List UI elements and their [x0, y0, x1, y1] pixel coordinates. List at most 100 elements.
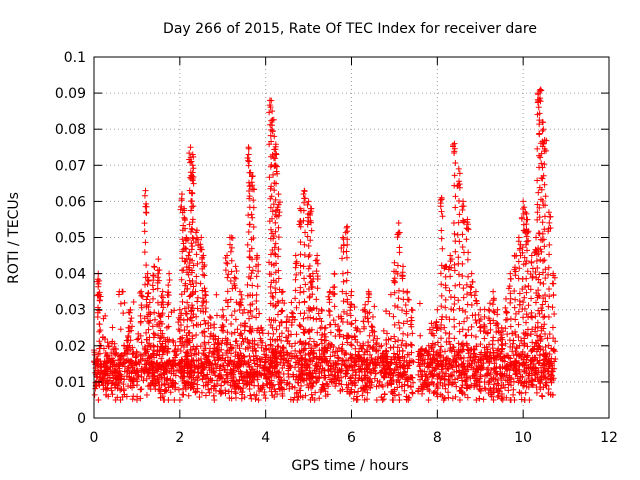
data-point: [274, 368, 281, 375]
data-point: [510, 337, 517, 344]
data-point: [441, 324, 448, 331]
data-point: [441, 348, 448, 355]
data-point: [223, 259, 230, 266]
data-point: [498, 395, 505, 402]
data-point: [141, 192, 148, 199]
data-point: [161, 369, 168, 376]
data-point: [400, 330, 407, 337]
data-point: [545, 314, 552, 321]
data-point: [438, 374, 445, 381]
data-point: [142, 187, 149, 194]
data-point: [330, 317, 337, 324]
data-point: [165, 384, 172, 391]
data-point: [292, 340, 299, 347]
data-point: [438, 281, 445, 288]
data-point: [329, 349, 336, 356]
data-point: [244, 377, 251, 384]
data-point: [494, 394, 501, 401]
data-point: [112, 345, 119, 352]
data-point: [223, 372, 230, 379]
data-point: [433, 371, 440, 378]
data-point: [136, 289, 143, 296]
data-point: [390, 344, 397, 351]
data-point: [143, 209, 150, 216]
data-point: [165, 396, 172, 403]
data-point: [322, 388, 329, 395]
data-point: [331, 283, 338, 290]
data-point: [116, 357, 123, 364]
data-point: [116, 373, 123, 380]
data-point: [503, 310, 510, 317]
data-point: [343, 248, 350, 255]
data-point: [451, 301, 458, 308]
data-point: [151, 264, 158, 271]
y-axis-label: ROTI / TECUs: [6, 192, 22, 284]
data-point: [228, 395, 235, 402]
data-point: [316, 375, 323, 382]
data-point: [146, 355, 153, 362]
data-point: [499, 345, 506, 352]
data-point: [154, 274, 161, 281]
data-point: [144, 281, 151, 288]
data-point: [267, 283, 274, 290]
data-point: [437, 379, 444, 386]
data-point: [434, 306, 441, 313]
data-point: [296, 322, 303, 329]
data-point: [218, 346, 225, 353]
data-point: [96, 328, 103, 335]
data-point: [223, 340, 230, 347]
data-point: [437, 352, 444, 359]
data-point: [109, 391, 116, 398]
data-point: [178, 195, 185, 202]
data-point: [346, 391, 353, 398]
data-point: [391, 302, 398, 309]
data-point: [512, 328, 519, 335]
data-point: [511, 304, 518, 311]
data-point: [490, 385, 497, 392]
data-point: [261, 389, 268, 396]
data-point: [250, 376, 257, 383]
data-point: [212, 360, 219, 367]
data-point: [142, 357, 149, 364]
data-point: [442, 329, 449, 336]
data-point: [434, 385, 441, 392]
data-point: [460, 285, 467, 292]
data-point: [313, 257, 320, 264]
data-point: [199, 364, 206, 371]
data-point: [539, 237, 546, 244]
data-point: [463, 332, 470, 339]
data-point: [451, 294, 458, 301]
data-point: [290, 373, 297, 380]
data-point: [179, 298, 186, 305]
data-point: [93, 383, 100, 390]
data-point: [161, 380, 168, 387]
data-point: [387, 335, 394, 342]
data-point: [194, 385, 201, 392]
data-point: [115, 291, 122, 298]
data-point: [189, 383, 196, 390]
data-point: [167, 389, 174, 396]
data-point: [484, 371, 491, 378]
data-point: [259, 384, 266, 391]
data-point: [146, 340, 153, 347]
data-point: [464, 291, 471, 298]
data-point: [545, 386, 552, 393]
data-point: [504, 316, 511, 323]
data-point: [332, 383, 339, 390]
data-point: [380, 327, 387, 334]
data-point: [533, 257, 540, 264]
data-point: [265, 330, 272, 337]
data-point: [187, 144, 194, 151]
data-point: [224, 260, 231, 267]
data-point: [524, 216, 531, 223]
x-tick-label: 0: [90, 430, 99, 446]
data-point: [302, 229, 309, 236]
data-point: [408, 314, 415, 321]
data-point: [296, 218, 303, 225]
data-point: [302, 356, 309, 363]
data-point: [165, 282, 172, 289]
data-point: [137, 395, 144, 402]
data-point: [439, 382, 446, 389]
y-tick-label: 0.08: [55, 122, 86, 138]
